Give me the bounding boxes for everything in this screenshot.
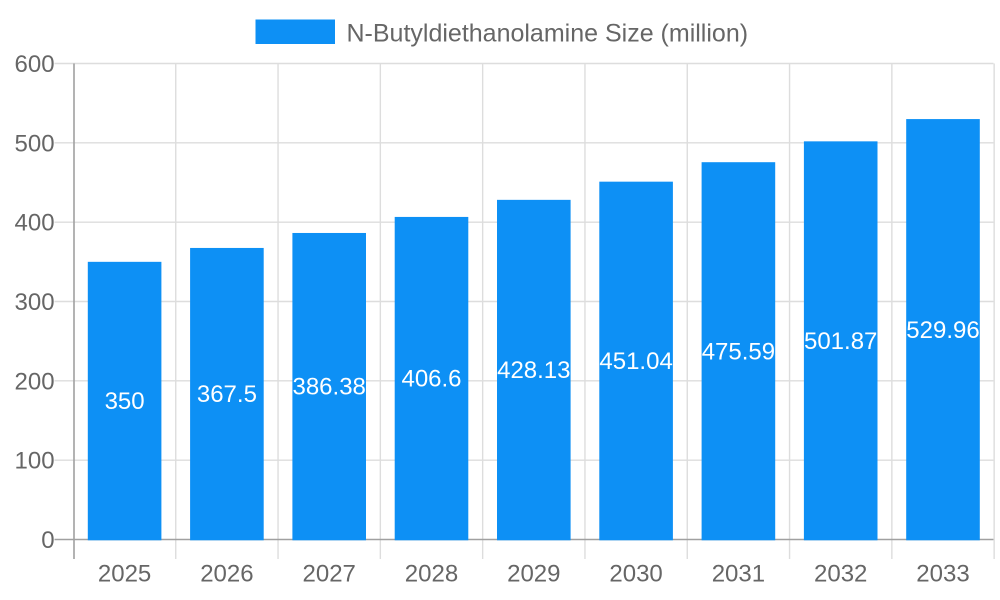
svg-text:2028: 2028 [405,561,458,588]
svg-text:406.6: 406.6 [401,366,461,393]
svg-text:300: 300 [15,289,55,316]
svg-text:2027: 2027 [303,561,356,588]
svg-text:2025: 2025 [98,561,151,588]
svg-text:200: 200 [15,368,55,395]
svg-text:428.13: 428.13 [497,357,570,384]
svg-text:367.5: 367.5 [197,381,257,408]
svg-text:386.38: 386.38 [292,374,365,401]
svg-text:N-Butyldiethanolamine Size (mi: N-Butyldiethanolamine Size (million) [347,20,749,48]
svg-text:350: 350 [105,388,145,415]
svg-text:2026: 2026 [200,561,253,588]
svg-text:2032: 2032 [814,561,867,588]
svg-text:500: 500 [15,130,55,157]
svg-text:2029: 2029 [507,561,560,588]
svg-text:2030: 2030 [609,561,662,588]
svg-text:475.59: 475.59 [702,338,775,365]
svg-text:400: 400 [15,210,55,237]
svg-text:451.04: 451.04 [599,348,672,375]
svg-text:100: 100 [15,448,55,475]
svg-text:529.96: 529.96 [906,317,979,344]
svg-text:501.87: 501.87 [804,328,877,355]
svg-text:600: 600 [15,51,55,78]
svg-text:0: 0 [41,527,54,554]
svg-text:2033: 2033 [916,561,969,588]
svg-text:2031: 2031 [712,561,765,588]
